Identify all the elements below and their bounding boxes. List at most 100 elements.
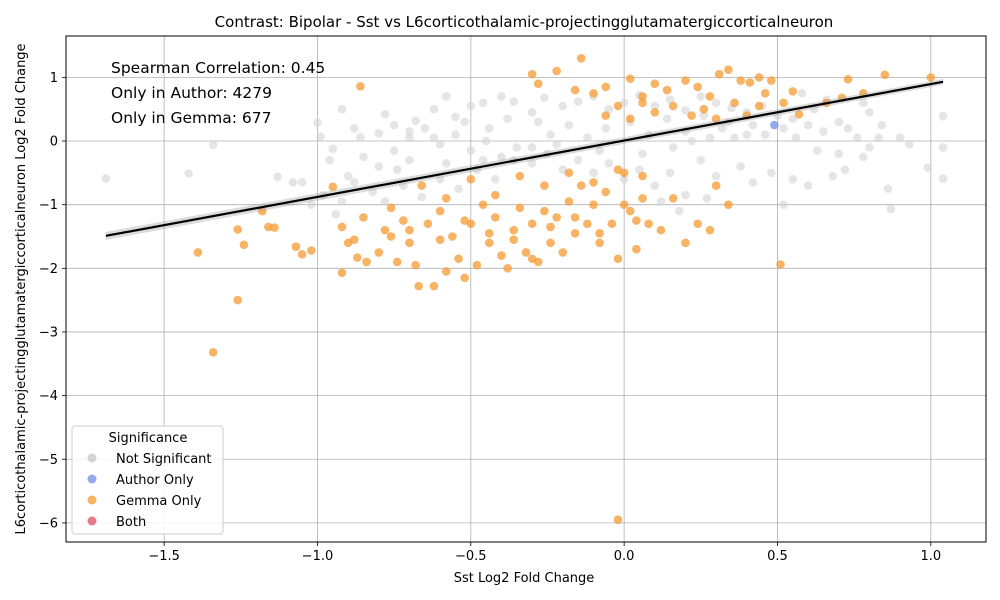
- point-not-significant: [368, 187, 377, 197]
- point-not-significant: [595, 146, 604, 155]
- point-gemma-only: [386, 203, 396, 213]
- point-gemma-only: [359, 213, 368, 222]
- point-not-significant: [742, 130, 752, 139]
- annotation-spearman: Spearman Correlation: 0.45: [111, 59, 325, 77]
- point-gemma-only: [681, 76, 690, 85]
- point-not-significant: [865, 108, 874, 117]
- point-not-significant: [819, 127, 828, 136]
- point-gemma-only: [693, 82, 703, 92]
- point-not-significant: [711, 98, 721, 108]
- point-not-significant: [297, 178, 307, 187]
- point-not-significant: [803, 181, 813, 190]
- point-not-significant: [717, 123, 727, 133]
- point-not-significant: [451, 112, 460, 122]
- point-not-significant: [665, 95, 675, 104]
- point-gemma-only: [754, 101, 764, 111]
- point-gemma-only: [632, 216, 641, 225]
- point-gemma-only: [414, 281, 423, 291]
- point-not-significant: [491, 174, 500, 184]
- point-not-significant: [454, 184, 463, 194]
- y-tick-label: −6: [39, 516, 58, 531]
- point-not-significant: [886, 204, 896, 214]
- point-not-significant: [435, 174, 445, 184]
- point-gemma-only: [589, 88, 598, 98]
- legend-label-gemma-only: Gemma Only: [116, 494, 202, 509]
- point-gemma-only: [619, 200, 629, 209]
- point-not-significant: [552, 139, 561, 149]
- point-gemma-only: [601, 111, 611, 120]
- stats-annotations: Spearman Correlation: 0.45 Only in Autho…: [111, 59, 325, 127]
- point-gemma-only: [730, 98, 739, 108]
- point-not-significant: [604, 104, 614, 114]
- point-gemma-only: [356, 81, 365, 91]
- point-not-significant: [380, 197, 390, 206]
- annotation-gemma-only: Only in Gemma: 677: [111, 109, 271, 127]
- point-gemma-only: [754, 73, 764, 82]
- point-not-significant: [497, 92, 506, 101]
- point-not-significant: [435, 139, 445, 149]
- point-not-significant: [349, 123, 359, 133]
- point-gemma-only: [399, 216, 408, 225]
- point-not-significant: [650, 101, 660, 111]
- x-tick-label: −0.5: [455, 549, 487, 564]
- point-gemma-only: [650, 108, 660, 117]
- point-not-significant: [307, 200, 316, 209]
- legend-label-both: Both: [116, 515, 146, 530]
- point-not-significant: [938, 111, 948, 121]
- point-gemma-only: [724, 65, 733, 75]
- point-gemma-only: [208, 348, 218, 357]
- point-not-significant: [573, 97, 583, 106]
- point-not-significant: [675, 206, 684, 216]
- point-gemma-only: [638, 171, 647, 181]
- point-gemma-only: [576, 53, 586, 63]
- point-gemma-only: [880, 70, 890, 80]
- y-tick-label: −1: [39, 198, 58, 213]
- point-gemma-only: [349, 235, 359, 244]
- point-not-significant: [650, 181, 660, 190]
- y-tick-label: 1: [50, 71, 58, 86]
- point-not-significant: [797, 88, 807, 98]
- point-not-significant: [696, 155, 706, 165]
- point-not-significant: [546, 130, 555, 139]
- point-not-significant: [877, 120, 887, 130]
- legend-marker-gemma-only: [87, 495, 97, 505]
- point-gemma-only: [270, 223, 279, 232]
- point-gemma-only: [540, 206, 549, 216]
- point-gemma-only: [926, 73, 936, 82]
- point-gemma-only: [546, 222, 555, 232]
- point-gemma-only: [405, 225, 414, 235]
- scatter-points: [101, 53, 948, 525]
- point-not-significant: [589, 168, 598, 178]
- y-tick-label: 0: [50, 135, 58, 150]
- point-gemma-only: [527, 254, 537, 264]
- point-gemma-only: [353, 253, 362, 262]
- point-gemma-only: [576, 181, 586, 190]
- point-gemma-only: [589, 200, 598, 209]
- point-not-significant: [460, 117, 469, 127]
- point-gemma-only: [760, 88, 770, 98]
- point-gemma-only: [711, 114, 721, 124]
- point-gemma-only: [583, 219, 592, 229]
- point-not-significant: [601, 123, 611, 133]
- regression-line-group: [105, 78, 944, 240]
- point-not-significant: [343, 171, 353, 181]
- y-tick-label: −3: [39, 325, 58, 340]
- point-not-significant: [748, 178, 758, 187]
- point-not-significant: [619, 174, 629, 184]
- point-gemma-only: [527, 69, 537, 79]
- point-gemma-only: [392, 257, 402, 267]
- point-not-significant: [696, 92, 706, 101]
- point-gemma-only: [558, 248, 568, 257]
- point-not-significant: [788, 174, 798, 184]
- point-not-significant: [635, 165, 644, 174]
- point-not-significant: [405, 127, 414, 136]
- point-not-significant: [503, 114, 512, 124]
- point-not-significant: [417, 192, 427, 202]
- point-not-significant: [374, 129, 384, 138]
- point-not-significant: [583, 133, 592, 143]
- point-gemma-only: [564, 197, 574, 206]
- point-not-significant: [356, 132, 365, 142]
- point-not-significant: [938, 143, 948, 152]
- point-not-significant: [184, 169, 193, 178]
